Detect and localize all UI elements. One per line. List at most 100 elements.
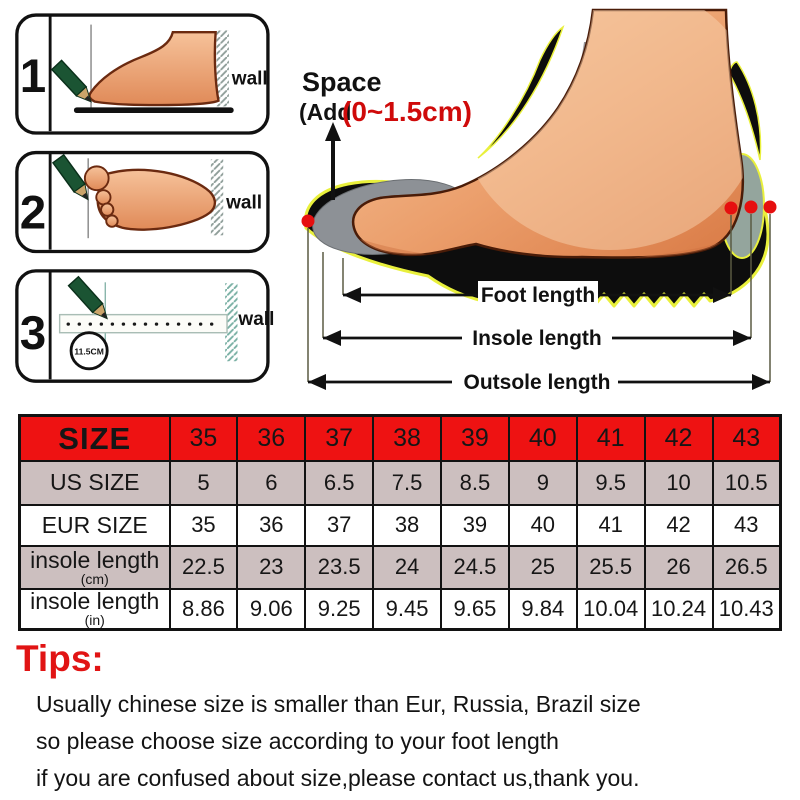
size-row-label: insole length (cm) [18, 544, 171, 590]
tip-line: so please choose size according to your … [36, 728, 559, 754]
size-cell: 9.45 [372, 587, 442, 631]
size-cell: 39 [440, 503, 510, 547]
size-cell: 43 [711, 414, 782, 462]
size-cell: 26 [643, 544, 714, 590]
size-row-label: SIZE [18, 414, 171, 462]
floor-line [73, 107, 234, 114]
pencil-icon [51, 153, 89, 201]
size-row-label: US SIZE [18, 459, 171, 506]
size-cell: 22.5 [168, 544, 239, 590]
size-cell: 10.5 [711, 459, 782, 506]
outsole-length-arrow: Outsole length [308, 368, 770, 395]
wall-hatch [210, 159, 224, 236]
space-add-label: (Add [299, 99, 351, 125]
wall-hatch [225, 283, 238, 362]
toe [95, 189, 112, 206]
ruler [58, 313, 228, 334]
size-cell: 37 [304, 414, 375, 462]
size-cell: 35 [168, 414, 239, 462]
size-cell: 38 [372, 503, 442, 547]
space-value: (0~1.5cm) [342, 96, 472, 127]
shoe-heel-back [728, 61, 762, 161]
size-table-row: SIZE 35 36 37 38 39 40 41 42 43 [18, 414, 782, 462]
size-cell: 8.86 [168, 587, 239, 631]
measure-step-2-panel: 2 wall [15, 150, 270, 254]
wall-label: wall [225, 193, 262, 214]
size-cell: 10 [643, 459, 714, 506]
measure-dot [724, 201, 738, 215]
size-cell: 40 [507, 503, 578, 547]
size-cell: 25 [507, 544, 578, 590]
size-cell: 9.06 [236, 587, 307, 631]
foot-length-label: Foot length [481, 284, 595, 307]
wall-label: wall [237, 309, 274, 330]
size-row-label: EUR SIZE [18, 503, 171, 547]
size-cell: 24 [372, 544, 442, 590]
measure-dots [301, 200, 777, 228]
size-table: SIZE 35 36 37 38 39 40 41 42 43 US SIZE 5 6 6.5 7.5 8.5… [18, 414, 782, 631]
measure-dot [744, 200, 758, 214]
insole-length-arrow: Insole length [323, 324, 751, 351]
size-cell: 5 [168, 459, 239, 506]
measure-circle-badge [69, 331, 109, 371]
size-cell: 10.04 [575, 587, 646, 631]
size-cell: 6.5 [304, 459, 375, 506]
step-number: 2 [20, 187, 46, 240]
step-number: 1 [20, 50, 46, 103]
pencil-icon [50, 59, 92, 103]
size-cell: 26.5 [711, 544, 782, 590]
size-table-row: insole length (in) 8.86 9.06 9.25 9.45 9.65 9.8… [18, 587, 782, 631]
size-cell: 9.5 [575, 459, 646, 506]
size-cell: 36 [236, 503, 307, 547]
size-row-label: insole length (in) [18, 587, 171, 631]
size-cell: 23 [236, 544, 307, 590]
toe [100, 202, 115, 217]
size-cell: 25.5 [575, 544, 646, 590]
size-cell: 38 [372, 414, 442, 462]
measure-step-3-panel: 3 wall 11.5CM [15, 269, 274, 383]
measure-dot [301, 214, 315, 228]
size-cell: 9.84 [507, 587, 578, 631]
size-cell: 10.43 [711, 587, 782, 631]
size-cell: 37 [304, 503, 375, 547]
big-toe [83, 165, 110, 192]
size-cell: 39 [440, 414, 510, 462]
size-cell: 9 [507, 459, 578, 506]
outsole-length-label: Outsole length [464, 371, 611, 394]
step-number: 3 [20, 307, 46, 360]
wall-label: wall [231, 69, 268, 90]
space-label: Space [302, 67, 382, 97]
wall-hatch [216, 30, 229, 107]
measure-badge-value: 11.5CM [74, 347, 103, 357]
pencil-icon [67, 275, 108, 320]
foot-length-arrow: Foot length [343, 281, 731, 308]
size-cell: 7.5 [372, 459, 442, 506]
toe [105, 214, 119, 228]
insole-length-label: Insole length [472, 327, 602, 350]
tips-title: Tips: [16, 638, 104, 679]
size-cell: 43 [711, 503, 782, 547]
size-cell: 24.5 [440, 544, 510, 590]
shoe-upper [477, 25, 565, 159]
size-cell: 35 [168, 503, 239, 547]
size-cell: 42 [643, 503, 714, 547]
size-cell: 6 [236, 459, 307, 506]
size-cell: 10.24 [643, 587, 714, 631]
size-table-row: EUR SIZE 35 36 37 38 39 40 41 42 43 [18, 503, 782, 547]
size-cell: 9.65 [440, 587, 510, 631]
size-cell: 9.25 [304, 587, 375, 631]
measure-dot [763, 200, 777, 214]
size-table-row: US SIZE 5 6 6.5 7.5 8.5 9 9.5 10 10.5 [18, 459, 782, 506]
size-cell: 36 [236, 414, 307, 462]
tip-line: if you are confused about size,please co… [36, 765, 640, 791]
size-cell: 41 [575, 503, 646, 547]
size-cell: 23.5 [304, 544, 375, 590]
size-table-row: insole length (cm) 22.5 23 23.5 24 24.5 25 25.5 2… [18, 544, 782, 590]
size-cell: 8.5 [440, 459, 510, 506]
tip-line: Usually chinese size is smaller than Eur… [36, 691, 641, 717]
foot-measurement-diagram: Foot length Insole length Outsole length… [299, 8, 777, 395]
size-cell: 40 [507, 414, 578, 462]
size-cell: 41 [575, 414, 646, 462]
size-cell: 42 [643, 414, 714, 462]
